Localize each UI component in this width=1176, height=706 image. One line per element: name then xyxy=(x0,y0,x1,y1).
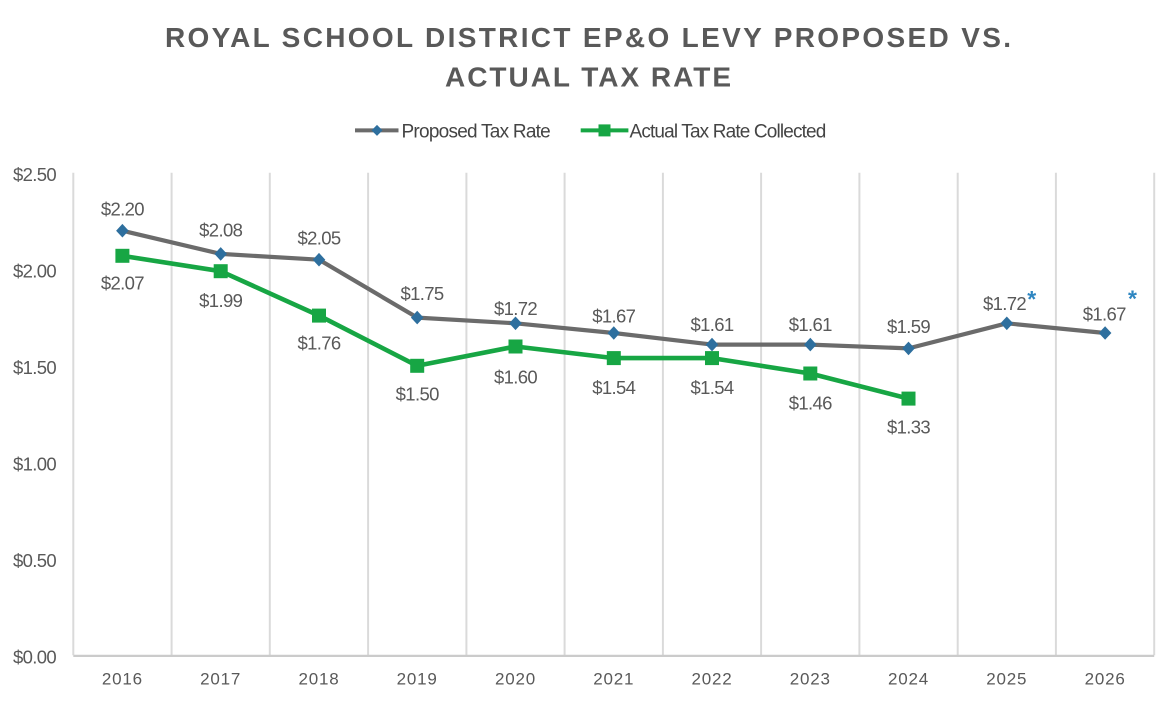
svg-text:$1.46: $1.46 xyxy=(789,393,832,414)
svg-text:$2.08: $2.08 xyxy=(199,220,242,241)
svg-text:$1.33: $1.33 xyxy=(887,417,930,438)
svg-text:$1.50: $1.50 xyxy=(13,357,56,378)
svg-text:$1.00: $1.00 xyxy=(13,454,56,475)
svg-text:$2.05: $2.05 xyxy=(297,227,340,248)
svg-text:$1.61: $1.61 xyxy=(789,314,832,335)
svg-text:$1.60: $1.60 xyxy=(494,366,537,387)
svg-text:$2.20: $2.20 xyxy=(101,198,144,219)
svg-text:2024: 2024 xyxy=(888,670,929,689)
svg-text:$1.54: $1.54 xyxy=(690,377,733,398)
svg-text:*: * xyxy=(1128,286,1137,312)
svg-text:*: * xyxy=(1027,286,1036,312)
svg-text:2020: 2020 xyxy=(495,670,536,689)
svg-text:ROYAL SCHOOL DISTRICT EP&O LEV: ROYAL SCHOOL DISTRICT EP&O LEVY PROPOSED… xyxy=(165,22,1011,53)
svg-text:2022: 2022 xyxy=(691,670,732,689)
svg-text:2023: 2023 xyxy=(790,670,831,689)
svg-text:$1.61: $1.61 xyxy=(690,314,733,335)
svg-text:$1.59: $1.59 xyxy=(887,316,930,337)
svg-text:Actual Tax Rate Collected: Actual Tax Rate Collected xyxy=(630,121,826,142)
svg-text:$2.00: $2.00 xyxy=(13,261,56,282)
svg-text:$2.50: $2.50 xyxy=(13,164,56,185)
svg-text:$1.99: $1.99 xyxy=(199,290,242,311)
svg-text:$1.76: $1.76 xyxy=(297,332,340,353)
svg-text:2021: 2021 xyxy=(593,670,634,689)
svg-text:$1.72: $1.72 xyxy=(983,293,1026,314)
svg-text:2025: 2025 xyxy=(986,670,1027,689)
svg-text:$1.50: $1.50 xyxy=(396,383,439,404)
svg-text:$1.72: $1.72 xyxy=(494,298,537,319)
svg-text:ACTUAL TAX RATE: ACTUAL TAX RATE xyxy=(445,61,731,92)
svg-text:$0.00: $0.00 xyxy=(13,647,56,668)
svg-text:$2.07: $2.07 xyxy=(101,273,144,294)
svg-text:$0.50: $0.50 xyxy=(13,550,56,571)
svg-text:2019: 2019 xyxy=(397,670,438,689)
svg-text:2026: 2026 xyxy=(1085,670,1126,689)
svg-text:2016: 2016 xyxy=(102,670,143,689)
svg-text:$1.67: $1.67 xyxy=(592,305,635,326)
svg-text:$1.75: $1.75 xyxy=(400,283,443,304)
svg-text:2018: 2018 xyxy=(298,670,339,689)
svg-text:2017: 2017 xyxy=(200,670,241,689)
svg-text:$1.54: $1.54 xyxy=(592,377,635,398)
svg-text:Proposed Tax Rate: Proposed Tax Rate xyxy=(402,121,551,142)
svg-text:$1.67: $1.67 xyxy=(1083,303,1126,324)
